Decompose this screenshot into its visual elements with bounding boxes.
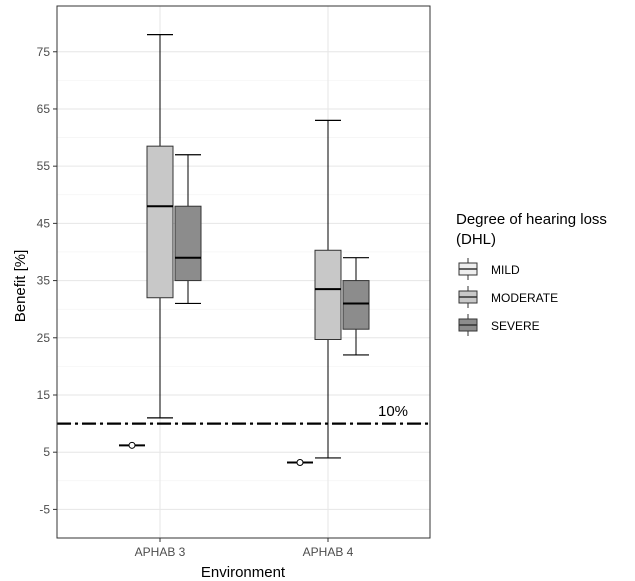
outlier-point: [297, 459, 303, 465]
y-tick-label: 75: [37, 45, 51, 59]
box-iqr: [175, 206, 201, 280]
legend-label-mild: MILD: [491, 263, 520, 277]
y-tick-label: 65: [37, 102, 51, 116]
legend-key-mild: [459, 258, 477, 280]
x-axis-title: Environment: [201, 564, 286, 581]
legend-keys: [459, 258, 477, 336]
legend-title-line1: Degree of hearing loss: [456, 211, 607, 228]
y-axis-title: Benefit [%]: [12, 250, 29, 323]
legend-key-severe: [459, 314, 477, 336]
x-tick-label: APHAB 4: [303, 545, 354, 559]
box-moderate: [147, 35, 173, 418]
box-iqr: [147, 146, 173, 298]
y-tick-label: 25: [37, 331, 51, 345]
axes: -5 5 15 25 35 45 55 65 75 APHAB 3 APHAB 4: [37, 45, 354, 559]
legend-key-moderate: [459, 286, 477, 308]
ref-line-label: 10%: [378, 403, 408, 420]
legend: Degree of hearing loss (DHL) MILD MODERA…: [456, 211, 607, 336]
box-severe: [175, 155, 201, 304]
box-iqr: [343, 281, 369, 330]
box-severe: [343, 258, 369, 355]
y-tick-label: 45: [37, 216, 51, 230]
y-tick-label: 55: [37, 159, 51, 173]
y-tick-label: 5: [43, 445, 50, 459]
boxes: [119, 35, 369, 466]
y-tick-label: -5: [39, 502, 50, 516]
box-mild: [287, 459, 313, 465]
y-tick-label: 35: [37, 274, 51, 288]
outlier-point: [129, 442, 135, 448]
box-iqr: [315, 250, 341, 339]
legend-title-line2: (DHL): [456, 231, 496, 248]
legend-label-severe: SEVERE: [491, 319, 540, 333]
y-tick-label: 15: [37, 388, 51, 402]
box-moderate: [315, 120, 341, 458]
box-mild: [119, 442, 145, 448]
x-tick-label: APHAB 3: [135, 545, 186, 559]
legend-label-moderate: MODERATE: [491, 291, 558, 305]
plot-panel-border: [57, 6, 430, 538]
grid-lines: [57, 6, 430, 538]
